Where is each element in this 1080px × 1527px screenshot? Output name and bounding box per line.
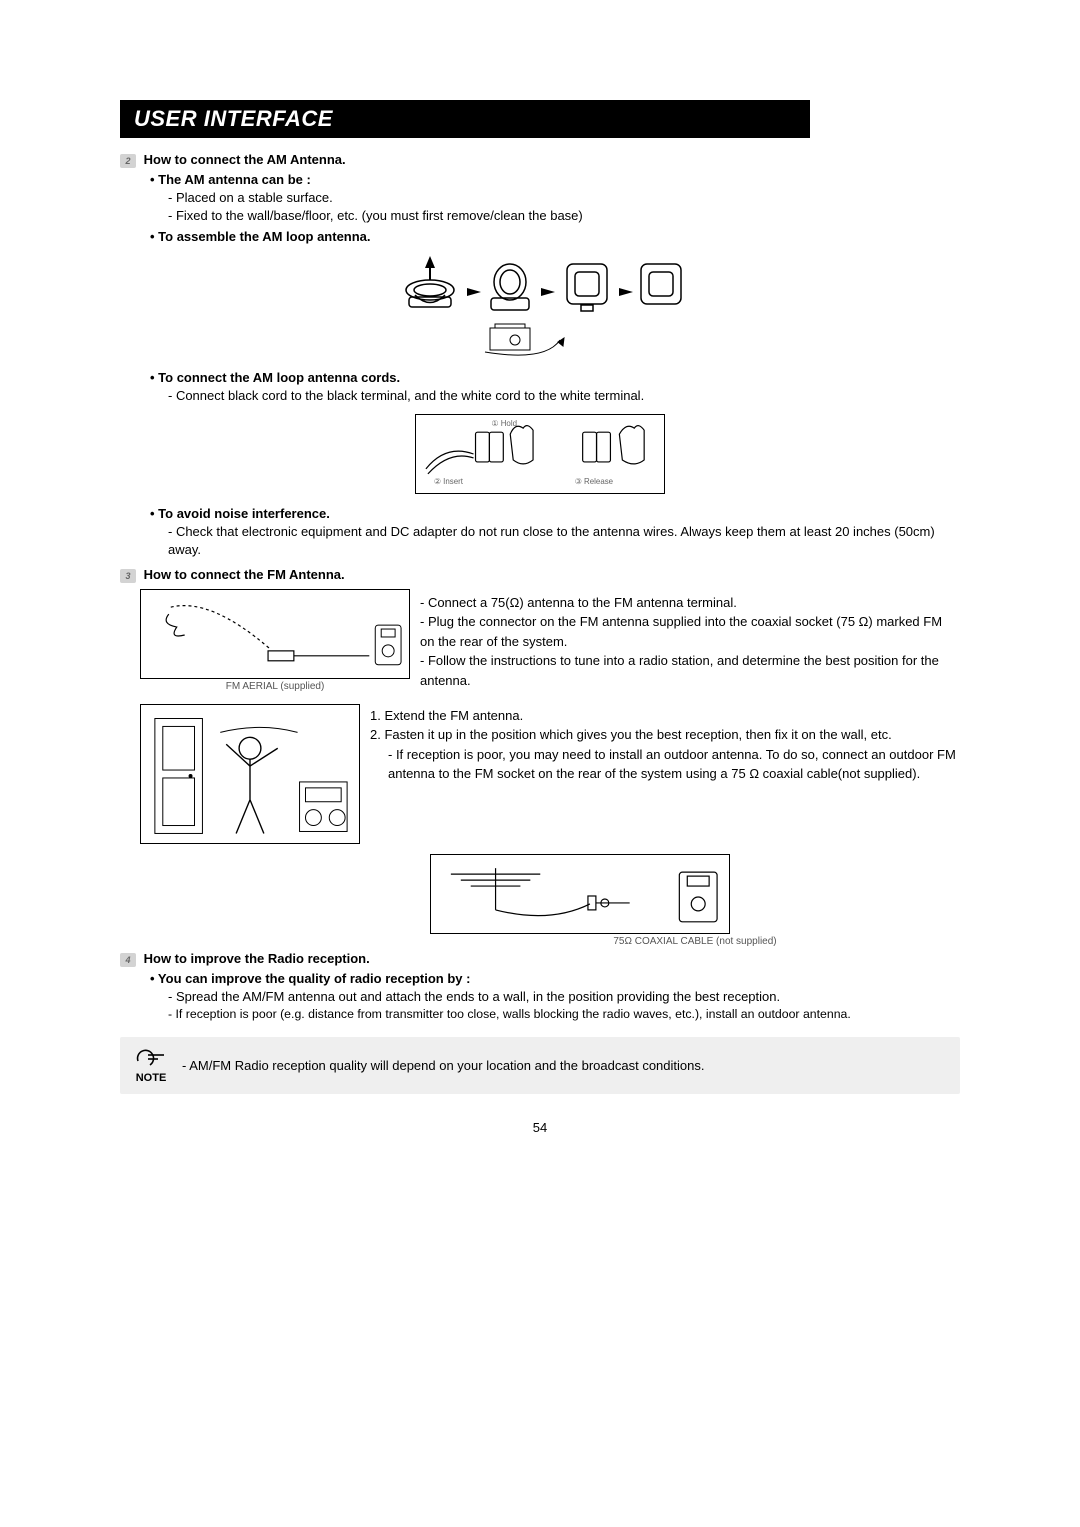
body-text: - Check that electronic equipment and DC…: [168, 523, 960, 559]
body-text: - If reception is poor (e.g. distance fr…: [168, 1006, 960, 1023]
section-number-badge: 4: [120, 953, 136, 967]
page-title-bar: USER INTERFACE: [120, 100, 810, 138]
body-text: - Fixed to the wall/base/floor, etc. (yo…: [168, 207, 960, 225]
sub-heading: • The AM antenna can be :: [150, 172, 960, 187]
body-text: - If reception is poor, you may need to …: [370, 745, 960, 784]
am-cord-diagram: ① Hold ② Insert ③ Release: [415, 414, 665, 494]
document-page: USER INTERFACE 2 How to connect the AM A…: [120, 100, 960, 1135]
body-text: - Follow the instructions to tune into a…: [420, 651, 960, 690]
sub-heading: • You can improve the quality of radio r…: [150, 971, 960, 986]
note-icon: [134, 1047, 168, 1069]
svg-text:② Insert: ② Insert: [434, 476, 464, 485]
sub-heading: • To avoid noise interference.: [150, 506, 960, 521]
body-text: - Connect black cord to the black termin…: [168, 387, 960, 405]
note-text: - AM/FM Radio reception quality will dep…: [182, 1058, 704, 1073]
note-label: NOTE: [134, 1072, 168, 1084]
body-text: 1. Extend the FM antenna.: [370, 706, 960, 726]
body-text: - Placed on a stable surface.: [168, 189, 960, 207]
diagram-caption: 75Ω COAXIAL CABLE (not supplied): [430, 936, 960, 947]
body-text: - Connect a 75(Ω) antenna to the FM ante…: [420, 593, 960, 613]
section-number-badge: 2: [120, 154, 136, 168]
section-am-antenna: 2 How to connect the AM Antenna. • The A…: [120, 152, 960, 559]
sub-heading: • To assemble the AM loop antenna.: [150, 229, 960, 244]
sub-heading: • To connect the AM loop antenna cords.: [150, 370, 960, 385]
coax-diagram: [430, 854, 730, 934]
section-heading: How to improve the Radio reception.: [144, 951, 370, 966]
note-box: NOTE - AM/FM Radio reception quality wil…: [120, 1037, 960, 1094]
section-number-badge: 3: [120, 569, 136, 583]
svg-text:① Hold: ① Hold: [491, 419, 517, 428]
am-assembly-diagram: [120, 250, 960, 360]
section-heading: How to connect the FM Antenna.: [144, 567, 345, 582]
fm-install-diagram: [140, 704, 360, 844]
body-text: - Plug the connector on the FM antenna s…: [420, 612, 960, 651]
fm-aerial-diagram: [140, 589, 410, 679]
svg-text:③ Release: ③ Release: [575, 476, 614, 485]
section-heading: How to connect the AM Antenna.: [144, 152, 346, 167]
body-text: - Spread the AM/FM antenna out and attac…: [168, 988, 960, 1006]
section-improve-reception: 4 How to improve the Radio reception. • …: [120, 951, 960, 1023]
page-number: 54: [120, 1120, 960, 1135]
body-text: 2. Fasten it up in the position which gi…: [370, 725, 960, 745]
section-fm-antenna: 3 How to connect the FM Antenna.: [120, 567, 960, 947]
diagram-caption: FM AERIAL (supplied): [140, 681, 410, 692]
